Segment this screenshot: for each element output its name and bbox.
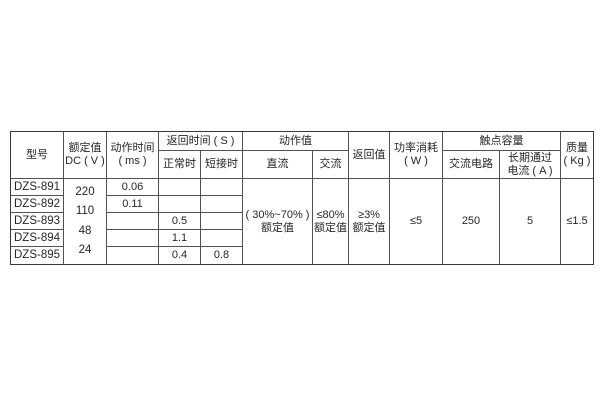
header-return-time-normal: 正常时 — [159, 151, 201, 179]
header-operate-value-group: 动作值 — [243, 132, 349, 151]
return-normal-row3: 0.5 — [159, 213, 201, 230]
return-normal-row1 — [159, 179, 201, 196]
mass-cell: ≤1.5 — [566, 215, 588, 227]
return-normal-row4: 1.1 — [159, 230, 201, 247]
operate-time-row5 — [107, 247, 159, 264]
header-contact-current-line1: 长期通过 — [508, 151, 552, 164]
header-operate-value-dc: 直流 — [243, 151, 313, 179]
header-power-line1: 功率消耗 — [394, 142, 438, 154]
return-short-row4 — [201, 230, 243, 247]
rated-voltage-24: 24 — [78, 244, 92, 257]
operate-time-row4 — [107, 230, 159, 247]
operate-value-dc-line2: 额定值 — [261, 221, 294, 234]
return-short-row1 — [201, 179, 243, 196]
operate-time-row1: 0.06 — [107, 179, 159, 196]
model-cell-dzs-894: DZS-894 — [11, 230, 64, 247]
header-contact-current-line2: 电流 ( A ) — [507, 164, 553, 177]
header-contact-long-term-current: 长期通过 电流 ( A ) — [500, 151, 561, 179]
return-short-row2 — [201, 196, 243, 213]
model-cell-dzs-893: DZS-893 — [11, 213, 64, 230]
header-operate-time-line2: ( ms ) — [118, 155, 147, 167]
header-mass-line2: ( Kg ) — [563, 155, 591, 167]
return-short-row3 — [201, 213, 243, 230]
operate-value-ac-line1: ≤80% — [316, 208, 345, 221]
operate-value-dc-line1: ( 30%~70% ) — [245, 208, 310, 221]
return-value-cell: ≥3% 额定值 — [349, 179, 390, 264]
return-value-line2: 额定值 — [352, 221, 386, 234]
header-operate-time: 动作时间 ( ms ) — [107, 132, 159, 179]
header-contact-ac-circuit: 交流电路 — [443, 151, 500, 179]
operate-time-row2: 0.11 — [107, 196, 159, 213]
header-contact-capacity-group: 触点容量 — [443, 132, 561, 151]
header-power-consumption: 功率消耗 ( W ) — [390, 132, 443, 179]
rated-voltage-220: 220 — [75, 185, 95, 198]
header-rated-value-line1: 额定值 — [68, 142, 102, 154]
header-rated-value-line2: DC ( V ) — [65, 155, 105, 167]
header-operate-time-line1: 动作时间 — [110, 142, 155, 154]
return-normal-row5: 0.4 — [159, 247, 201, 264]
header-operate-value-ac: 交流 — [313, 151, 349, 179]
header-mass: 质量 ( Kg ) — [561, 132, 593, 179]
header-rated-value: 额定值 DC ( V ) — [64, 132, 107, 179]
operate-value-ac-line2: 额定值 — [314, 221, 347, 234]
contact-long-term-current-cell: 5 — [500, 179, 561, 264]
model-cell-dzs-892: DZS-892 — [11, 196, 64, 213]
rated-voltage-110: 110 — [75, 205, 95, 218]
header-mass-line1: 质量 — [566, 142, 588, 154]
operate-time-row3 — [107, 213, 159, 230]
relay-spec-table: 型号 额定值 DC ( V ) 动作时间 ( ms ) 返回时间 ( S ) 动… — [10, 131, 594, 265]
return-short-row5: 0.8 — [201, 247, 243, 264]
contact-ac-circuit-cell: 250 — [443, 179, 500, 264]
return-value-line1: ≥3% — [358, 208, 380, 221]
rated-voltage-48: 48 — [78, 224, 92, 237]
header-return-time-short: 短接时 — [201, 151, 243, 179]
header-return-value: 返回值 — [349, 132, 390, 179]
return-normal-row2 — [159, 196, 201, 213]
rated-voltage-cell: 220 110 48 24 — [64, 179, 107, 264]
model-cell-dzs-891: DZS-891 — [11, 179, 64, 196]
header-return-time-group: 返回时间 ( S ) — [159, 132, 243, 151]
header-power-line2: ( W ) — [404, 155, 428, 167]
model-cell-dzs-895: DZS-895 — [11, 247, 64, 264]
operate-value-ac-cell: ≤80% 额定值 — [313, 179, 349, 264]
power-consumption-cell: ≤5 — [390, 179, 443, 264]
operate-value-dc-cell: ( 30%~70% ) 额定值 — [243, 179, 313, 264]
header-model: 型号 — [11, 132, 64, 179]
